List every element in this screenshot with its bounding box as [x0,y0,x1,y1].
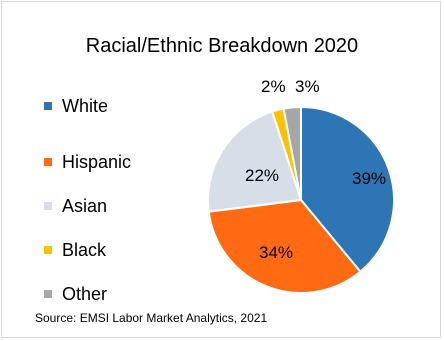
pie-slice-asian [207,110,303,213]
legend-item-black: Black [44,228,131,272]
legend-item-white: White [44,96,131,116]
legend-label-white: White [62,95,109,116]
data-label-asian: 22% [245,166,279,185]
source-note: Source: EMSI Labor Market Analytics, 202… [35,311,268,325]
pie-slices [207,105,395,294]
pie-slice-white [300,105,395,274]
legend-item-asian: Asian [44,184,131,228]
legend-swatch-white [44,102,52,110]
pie-slice-other [282,105,302,201]
legend-swatch-asian [44,202,52,210]
legend-swatch-other [44,290,52,298]
legend: White Hispanic Asian Black Other [44,96,131,316]
legend-label-asian: Asian [62,195,108,216]
chart-title: Racial/Ethnic Breakdown 2020 [85,35,359,57]
data-label-white: 39% [352,169,386,188]
legend-swatch-hispanic [44,158,52,166]
pie-labels: 39% 34% 22% 2% 3% [245,77,386,262]
legend-item-hispanic: Hispanic [44,140,131,184]
legend-item-other: Other [44,272,131,316]
pie-slice-hispanic [207,198,362,294]
legend-label-hispanic: Hispanic [62,151,132,172]
legend-label-other: Other [62,283,108,304]
data-label-hispanic: 34% [259,243,293,262]
legend-label-black: Black [62,239,107,260]
data-label-other: 3% [295,77,320,96]
data-label-black: 2% [261,77,286,96]
legend-swatch-black [44,246,52,254]
